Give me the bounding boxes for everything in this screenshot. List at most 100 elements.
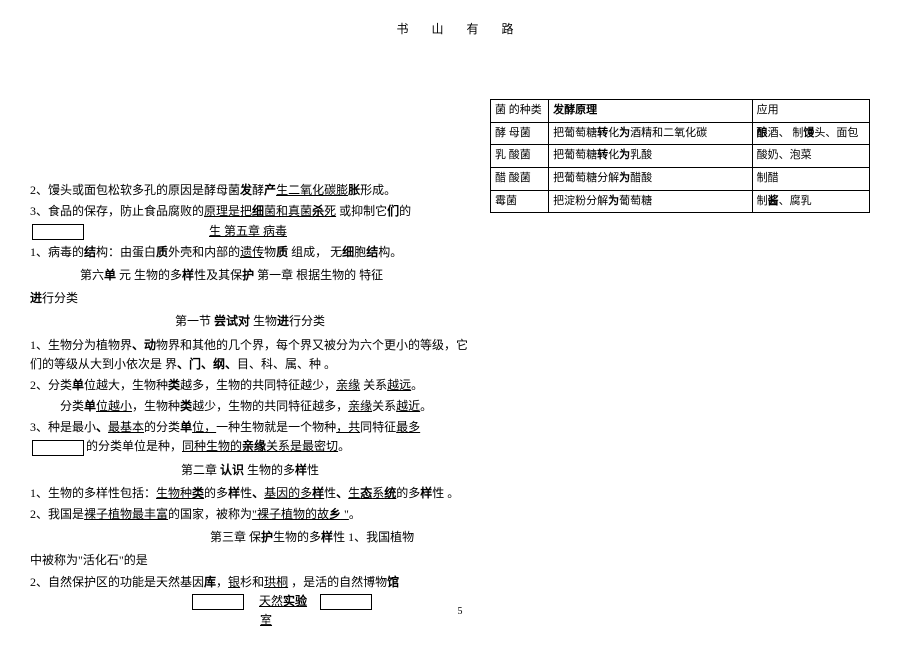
text: 或抑制它 xyxy=(336,204,387,218)
text-underline: 珙桐 xyxy=(264,575,288,589)
text-bold: 发 xyxy=(240,183,252,197)
table-cell: 酿酒、 制馒头、面包 xyxy=(752,122,869,145)
text: 第一节 xyxy=(175,314,214,328)
text-underline: 同种生物的 xyxy=(182,439,242,453)
text: 1、病毒的 xyxy=(30,245,84,259)
text-bold: 样 xyxy=(182,268,194,282)
text-underline: 生二氧化碳膨 xyxy=(276,183,348,197)
blank-box xyxy=(32,224,84,240)
text: 酒精和二氧化碳 xyxy=(630,127,707,139)
table-cell: 把淀粉分解为葡萄糖 xyxy=(549,190,752,213)
diversity-1: 1、生物的多样性包括：生物种类的多样性、基因的多样性、生态系统的多样性 。 xyxy=(30,484,470,503)
text-underline: 关系是最密切 xyxy=(266,439,338,453)
text-underline: 越远 xyxy=(387,378,411,392)
text-bold: 尝试对 xyxy=(214,314,250,328)
text: 生物的多 xyxy=(273,530,321,544)
text: 头、面包 xyxy=(814,127,858,139)
text: 分类 xyxy=(60,399,84,413)
text: 葡萄糖 xyxy=(619,195,652,207)
reserve-2: 2、自然保护区的功能是天然基因库，银杉和珙桐 ，是活的自然博物馆 天然实验 室 xyxy=(30,573,470,631)
text-bold: 为 xyxy=(619,127,630,139)
table-header-row: 菌 的种类 发酵原理 应用 xyxy=(491,100,870,123)
text: 2、馒头或面包松软多孔的原因是酵母菌 xyxy=(30,183,240,197)
text-bold: 细 xyxy=(342,245,354,259)
text: ，是活的自然博物 xyxy=(288,575,387,589)
text-bold: 类 xyxy=(192,486,204,500)
text-underline: 生物种 xyxy=(156,486,192,500)
text: 1、生物的多样性包括： xyxy=(30,486,156,500)
text: 一种生物就是一个物种 xyxy=(216,420,336,434)
text-bold: 乡 xyxy=(329,507,341,521)
text: 酒、 制 xyxy=(768,127,804,139)
text-bold: 样 xyxy=(321,530,333,544)
text-bold: 类 xyxy=(180,399,192,413)
text-bold: 进 xyxy=(277,314,289,328)
text: 的分类 xyxy=(144,420,180,434)
text-bold: 、 xyxy=(252,486,264,500)
text-underline: 亲缘 xyxy=(348,399,372,413)
text: 性 xyxy=(307,463,319,477)
text: 把淀粉分解 xyxy=(553,195,608,207)
text-underline: 最基本 xyxy=(108,420,144,434)
text: 酵 xyxy=(252,183,264,197)
section-1-title: 第一节 尝试对 生物进行分类 xyxy=(30,312,470,331)
classify-3: 3、种是最小、最基本的分类单位，一种生物就是一个物种，共同特征最多 的分类单位是… xyxy=(30,418,470,456)
text-bold: 单 xyxy=(104,268,116,282)
text-underline: ， xyxy=(204,420,216,434)
text-underline: 亲缘 xyxy=(336,378,360,392)
text: 目、科、属、种 。 xyxy=(237,357,336,371)
text: 把葡萄糖 xyxy=(553,127,597,139)
text: 成， 无 xyxy=(303,245,342,259)
text-underline: 遗传 xyxy=(240,245,264,259)
text: 行分类 xyxy=(289,314,325,328)
blank-box xyxy=(320,594,372,610)
unit-6-title: 第六单 元 生物的多样性及其保护 第一章 根据生物的 特征 xyxy=(30,266,470,285)
text-bold: 样 xyxy=(295,463,307,477)
text: 关系 xyxy=(360,378,387,392)
text-bold: 酱 xyxy=(768,195,779,207)
text: 把葡萄糖 xyxy=(553,149,597,161)
text-underline: 基因的多 xyxy=(264,486,312,500)
text: 第六 xyxy=(80,268,104,282)
chapter-2-title: 第二章 认识 生物的多样性 xyxy=(30,461,470,480)
text: 性及其保 xyxy=(194,268,242,282)
text: 第二章 xyxy=(181,463,220,477)
text-underline: ，共 xyxy=(336,420,360,434)
text-bold: 质 xyxy=(276,245,288,259)
text: 2、自然保护区的功能是天然基因 xyxy=(30,575,204,589)
table-cell: 制醋 xyxy=(752,167,869,190)
text: 3、食品的保存，防止食品腐败的 xyxy=(30,204,204,218)
text: 化 xyxy=(608,127,619,139)
text-underline: 死 xyxy=(324,204,336,218)
text-bold: 样 xyxy=(312,486,324,500)
text-underline: 位越小 xyxy=(96,399,132,413)
unit-6-cont: 进行分类 xyxy=(30,289,470,308)
text-bold: 认识 xyxy=(220,463,244,477)
text-bold: 护 xyxy=(242,268,254,282)
text: 生物 xyxy=(250,314,277,328)
text: 的 xyxy=(399,204,411,218)
text: 。 xyxy=(411,378,423,392)
text: 物 xyxy=(264,245,276,259)
text: 位越大，生物种 xyxy=(84,378,168,392)
text: 3、种是最小 xyxy=(30,420,96,434)
text-underline: 原理是把 xyxy=(204,204,252,218)
page-header: 书 山 有 路 xyxy=(30,20,890,39)
text: 、腐乳 xyxy=(779,195,812,207)
table-cell: 霉菌 xyxy=(491,190,549,213)
text-bold: 酿 xyxy=(757,127,768,139)
text: 胞 xyxy=(354,245,366,259)
fossil-1: 中被称为"活化石"的是 xyxy=(30,551,470,570)
right-column: 菌 的种类 发酵原理 应用 酵 母菌 把葡萄糖转化为酒精和二氧化碳 酿酒、 制馒… xyxy=(490,99,870,632)
para-3: 3、食品的保存，防止食品腐败的原理是把细菌和真菌杀死 或抑制它们的 生 第五章 … xyxy=(30,202,470,240)
text-underline: 越近 xyxy=(396,399,420,413)
text-bold: 护 xyxy=(261,530,273,544)
text-bold: 库 xyxy=(204,575,216,589)
text-bold: 转 xyxy=(597,149,608,161)
text: 同特征 xyxy=(360,420,396,434)
text-underline: 生 第五章 病毒 xyxy=(209,222,287,241)
text: 构。 xyxy=(378,245,402,259)
table-cell: 制酱、腐乳 xyxy=(752,190,869,213)
text-bold: 态 xyxy=(360,486,372,500)
text-bold: 结 xyxy=(366,245,378,259)
